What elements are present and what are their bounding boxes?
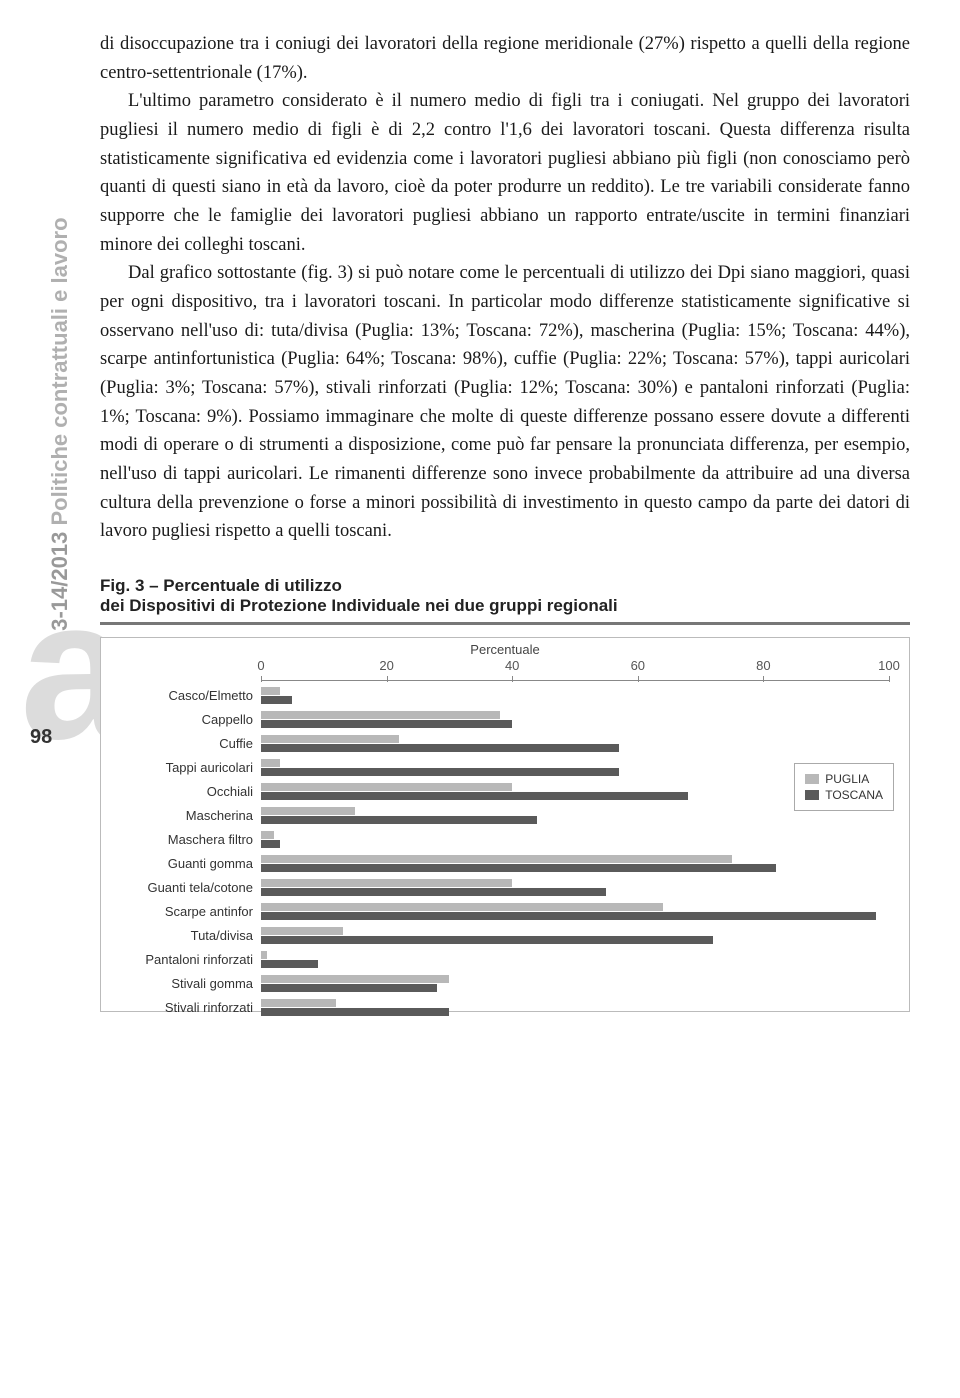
paragraph-1: di disoccupazione tra i coniugi dei lavo… (100, 30, 910, 87)
paragraph-3: Dal grafico sottostante (fig. 3) si può … (100, 259, 910, 546)
bar-puglia (261, 903, 663, 911)
chart-axis-area: 020406080100 Casco/ElmettoCappelloCuffie… (261, 658, 889, 1001)
chart-row: Tuta/divisa (261, 924, 889, 948)
bar-puglia (261, 783, 512, 791)
category-label: Occhiali (207, 784, 253, 799)
x-tick-mark (638, 676, 639, 682)
page-number: 98 (30, 726, 52, 749)
x-tick-label: 20 (379, 658, 393, 673)
bar-toscana (261, 840, 280, 848)
category-label: Casco/Elmetto (168, 688, 253, 703)
category-label: Guanti tela/cotone (147, 880, 253, 895)
bar-puglia (261, 855, 732, 863)
bar-puglia (261, 831, 274, 839)
bars-zone: Casco/ElmettoCappelloCuffieTappi auricol… (261, 684, 889, 1001)
legend-label: PUGLIA (825, 772, 869, 786)
bar-toscana (261, 864, 776, 872)
bar-toscana (261, 984, 437, 992)
category-label: Mascherina (186, 808, 253, 823)
bar-puglia (261, 999, 336, 1007)
chart-row: Maschera filtro (261, 828, 889, 852)
category-label: Tuta/divisa (191, 928, 253, 943)
bar-puglia (261, 687, 280, 695)
paragraph-2: L'ultimo parametro considerato è il nume… (100, 87, 910, 259)
chart-row: Pantaloni rinforzati (261, 948, 889, 972)
figure-divider (100, 622, 910, 625)
bar-puglia (261, 975, 449, 983)
chart-row: Cappello (261, 708, 889, 732)
category-label: Maschera filtro (168, 832, 253, 847)
x-tick-mark (763, 676, 764, 682)
x-tick-label: 40 (505, 658, 519, 673)
chart-axis-title: Percentuale (470, 642, 539, 657)
category-label: Pantaloni rinforzati (145, 952, 253, 967)
category-label: Scarpe antinfor (165, 904, 253, 919)
bar-puglia (261, 807, 355, 815)
chart-row: Guanti gomma (261, 852, 889, 876)
figure-caption: Fig. 3 – Percentuale di utilizzo dei Dis… (100, 576, 910, 616)
legend-swatch (805, 790, 819, 800)
dpi-chart: Percentuale 020406080100 Casco/ElmettoCa… (100, 637, 910, 1012)
category-label: Cappello (202, 712, 253, 727)
chart-row: Scarpe antinfor (261, 900, 889, 924)
category-label: Tappi auricolari (166, 760, 253, 775)
bar-puglia (261, 711, 500, 719)
x-tick-label: 80 (756, 658, 770, 673)
bar-toscana (261, 912, 876, 920)
chart-legend: PUGLIA TOSCANA (794, 763, 894, 811)
bar-toscana (261, 1008, 449, 1016)
x-tick-mark (512, 676, 513, 682)
legend-swatch (805, 774, 819, 784)
x-tick-mark (889, 676, 890, 682)
bar-puglia (261, 735, 399, 743)
chart-row: Cuffie (261, 732, 889, 756)
x-tick-label: 100 (878, 658, 900, 673)
x-tick-mark (387, 676, 388, 682)
x-tick-label: 0 (257, 658, 264, 673)
page: 13-14/2013 Politiche contrattuali e lavo… (0, 0, 960, 1052)
bar-toscana (261, 792, 688, 800)
category-label: Stivali gomma (171, 976, 253, 991)
bar-puglia (261, 759, 280, 767)
bar-toscana (261, 960, 318, 968)
chart-row: Stivali rinforzati (261, 996, 889, 1020)
bar-toscana (261, 768, 619, 776)
bar-puglia (261, 927, 343, 935)
section-title: Politiche contrattuali e lavoro (47, 217, 72, 525)
chart-row: Stivali gomma (261, 972, 889, 996)
x-tick-label: 60 (631, 658, 645, 673)
bar-toscana (261, 888, 606, 896)
category-label: Stivali rinforzati (165, 1000, 253, 1015)
bar-toscana (261, 936, 713, 944)
sidebar: 13-14/2013 Politiche contrattuali e lavo… (20, 50, 80, 750)
category-label: Guanti gomma (168, 856, 253, 871)
bar-toscana (261, 744, 619, 752)
chart-row: Guanti tela/cotone (261, 876, 889, 900)
legend-item: PUGLIA (805, 772, 883, 786)
bar-toscana (261, 816, 537, 824)
bar-toscana (261, 696, 292, 704)
legend-label: TOSCANA (825, 788, 883, 802)
x-tick-mark (261, 676, 262, 682)
figure-caption-line2: dei Dispositivi di Protezione Individual… (100, 596, 618, 615)
category-label: Cuffie (219, 736, 253, 751)
legend-item: TOSCANA (805, 788, 883, 802)
figure-caption-line1: Fig. 3 – Percentuale di utilizzo (100, 576, 342, 595)
bar-puglia (261, 951, 267, 959)
bar-puglia (261, 879, 512, 887)
bar-toscana (261, 720, 512, 728)
chart-row: Casco/Elmetto (261, 684, 889, 708)
x-axis-line (261, 680, 889, 681)
